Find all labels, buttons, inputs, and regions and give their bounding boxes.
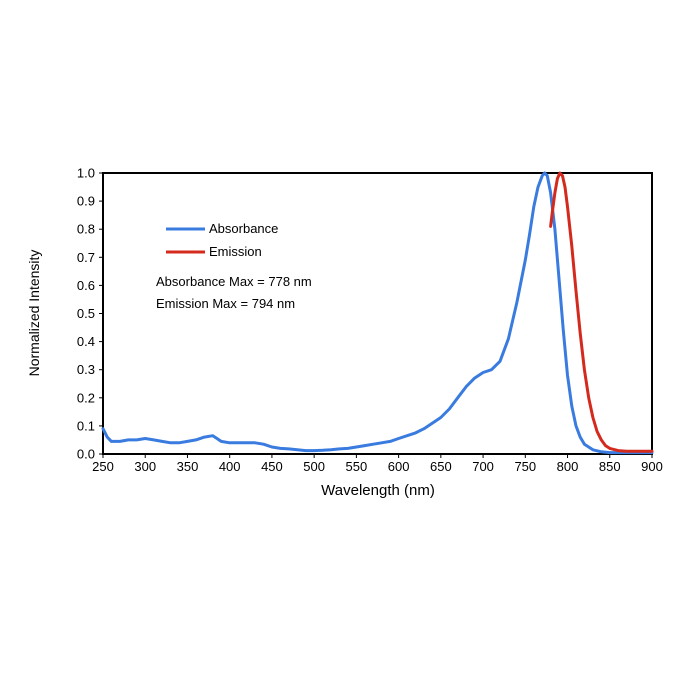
series-lines — [101, 171, 654, 455]
y-axis-ticks: 0.0 0.1 0.2 0.3 0.4 0.5 0.6 0.7 0.8 0.9 1.0 — [77, 166, 103, 462]
x-tick-label: 600 — [388, 459, 410, 474]
y-tick-label: 0.0 — [77, 447, 95, 462]
x-tick-label: 750 — [514, 459, 536, 474]
x-tick-label: 900 — [641, 459, 663, 474]
y-tick-label: 0.6 — [77, 278, 95, 293]
y-tick-label: 0.1 — [77, 418, 95, 433]
x-tick-label: 850 — [599, 459, 621, 474]
x-tick-label: 350 — [177, 459, 199, 474]
y-axis-title: Normalized Intensity — [26, 250, 42, 377]
x-tick-label: 500 — [303, 459, 325, 474]
x-tick-label: 800 — [557, 459, 579, 474]
x-tick-label: 250 — [92, 459, 114, 474]
legend-label-absorbance: Absorbance — [209, 221, 278, 236]
x-tick-label: 650 — [430, 459, 452, 474]
y-tick-label: 0.5 — [77, 306, 95, 321]
x-tick-label: 300 — [134, 459, 156, 474]
series-line-absorbance — [101, 171, 654, 455]
series-line-emission — [549, 171, 654, 453]
y-tick-label: 0.2 — [77, 390, 95, 405]
annotation-absorbance-max: Absorbance Max = 778 nm — [156, 274, 312, 289]
legend: Absorbance Emission — [166, 221, 278, 259]
legend-label-emission: Emission — [209, 244, 262, 259]
x-tick-label: 700 — [472, 459, 494, 474]
x-tick-label: 400 — [219, 459, 241, 474]
y-tick-label: 0.7 — [77, 250, 95, 265]
y-tick-label: 0.3 — [77, 362, 95, 377]
x-tick-label: 550 — [346, 459, 368, 474]
y-tick-label: 0.4 — [77, 334, 95, 349]
x-tick-label: 450 — [261, 459, 283, 474]
y-tick-label: 0.9 — [77, 194, 95, 209]
x-axis-title: Wavelength (nm) — [321, 482, 435, 499]
annotation-emission-max: Emission Max = 794 nm — [156, 296, 295, 311]
y-tick-label: 1.0 — [77, 166, 95, 181]
x-axis-ticks: 250 300 350 400 450 500 550 600 650 700 750 800 850 9… — [92, 454, 663, 474]
y-tick-label: 0.8 — [77, 222, 95, 237]
